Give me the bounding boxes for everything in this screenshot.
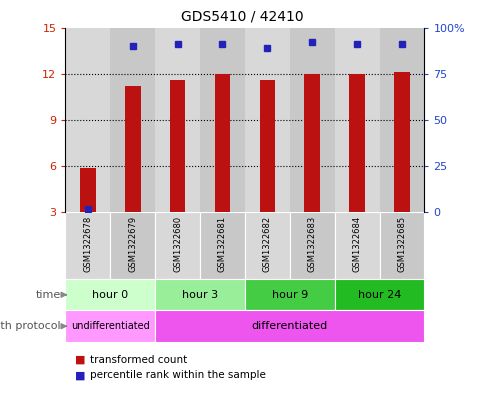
Text: GDS5410 / 42410: GDS5410 / 42410 (181, 10, 303, 24)
Text: undifferentiated: undifferentiated (71, 321, 150, 331)
Bar (110, 212, 155, 279)
Bar (65, 212, 110, 279)
Bar (244, 279, 334, 310)
Text: GSM1322685: GSM1322685 (396, 215, 406, 272)
Text: hour 24: hour 24 (357, 290, 400, 300)
Bar (169, 80, 185, 212)
Bar (378, 212, 424, 279)
Text: GSM1322681: GSM1322681 (217, 215, 227, 272)
Bar (289, 212, 334, 279)
Text: ■: ■ (75, 354, 86, 365)
Text: hour 3: hour 3 (182, 290, 218, 300)
Bar (244, 28, 289, 212)
Bar (393, 72, 409, 212)
Bar (199, 28, 244, 212)
Text: time: time (35, 290, 60, 300)
Bar (334, 212, 378, 279)
Text: differentiated: differentiated (251, 321, 327, 331)
Bar (155, 279, 244, 310)
Bar (65, 310, 155, 342)
Bar (244, 212, 289, 279)
Text: GSM1322680: GSM1322680 (173, 215, 182, 272)
Text: ■: ■ (75, 370, 86, 380)
Text: growth protocol: growth protocol (0, 321, 60, 331)
Bar (125, 86, 140, 212)
Text: GSM1322682: GSM1322682 (262, 215, 272, 272)
Bar (334, 28, 378, 212)
Text: GSM1322678: GSM1322678 (83, 215, 92, 272)
Bar (348, 74, 364, 212)
Bar (65, 28, 110, 212)
Bar (155, 310, 423, 342)
Text: GSM1322679: GSM1322679 (128, 215, 137, 272)
Text: transformed count: transformed count (90, 354, 187, 365)
Bar (378, 28, 424, 212)
Bar (110, 28, 155, 212)
Text: GSM1322683: GSM1322683 (307, 215, 316, 272)
Text: percentile rank within the sample: percentile rank within the sample (90, 370, 265, 380)
Text: hour 0: hour 0 (92, 290, 128, 300)
Bar (200, 212, 244, 279)
Bar (304, 74, 319, 212)
Bar (155, 28, 199, 212)
Text: GSM1322684: GSM1322684 (352, 215, 361, 272)
Bar (214, 74, 230, 212)
Bar (334, 279, 424, 310)
Bar (80, 167, 95, 212)
Bar (259, 80, 274, 212)
Bar (289, 28, 334, 212)
Bar (155, 212, 200, 279)
Text: hour 9: hour 9 (271, 290, 307, 300)
Bar (65, 279, 155, 310)
